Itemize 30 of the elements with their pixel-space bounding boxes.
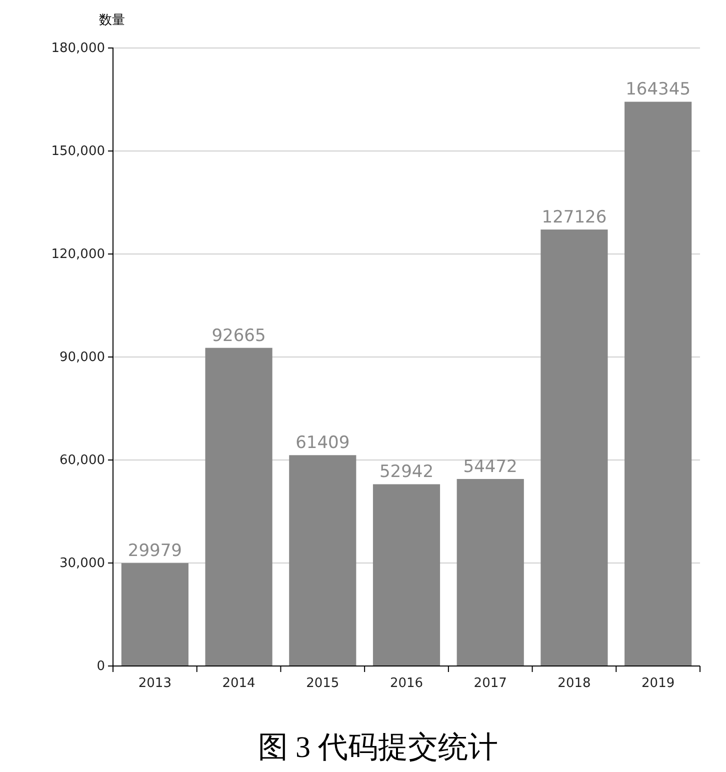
data-label: 127126 <box>542 208 607 228</box>
bar <box>456 478 524 666</box>
y-axis-title: 数量 <box>99 13 125 28</box>
data-label: 29979 <box>128 541 182 562</box>
y-tick-label: 30,000 <box>60 556 105 572</box>
x-tick-label: 2015 <box>306 676 340 692</box>
bar <box>121 563 188 666</box>
data-label: 54472 <box>463 456 518 477</box>
y-tick-label: 120,000 <box>51 247 105 262</box>
x-tick-label: 2013 <box>138 676 172 692</box>
bar <box>540 230 608 666</box>
x-tick-label: 2014 <box>222 676 256 692</box>
text: 图 3 代码提交统计 <box>258 731 498 764</box>
data-label: 61409 <box>296 433 350 454</box>
bar <box>372 484 440 666</box>
x-tick-label: 2018 <box>558 676 591 692</box>
y-tick-label: 60,000 <box>60 453 105 468</box>
bar <box>205 348 272 666</box>
data-label: 164345 <box>626 80 691 100</box>
y-tick-label: 180,000 <box>51 41 105 56</box>
data-label: 52942 <box>379 462 434 482</box>
y-tick-label: 0 <box>96 659 105 674</box>
data-label: 92665 <box>212 326 266 346</box>
y-tick-label: 150,000 <box>51 144 105 160</box>
x-tick-label: 2016 <box>390 676 424 692</box>
x-tick-label: 2019 <box>642 676 675 692</box>
x-tick-label: 2017 <box>474 676 507 692</box>
bar <box>289 455 356 666</box>
bar <box>624 102 692 666</box>
y-tick-label: 90,000 <box>60 350 105 366</box>
